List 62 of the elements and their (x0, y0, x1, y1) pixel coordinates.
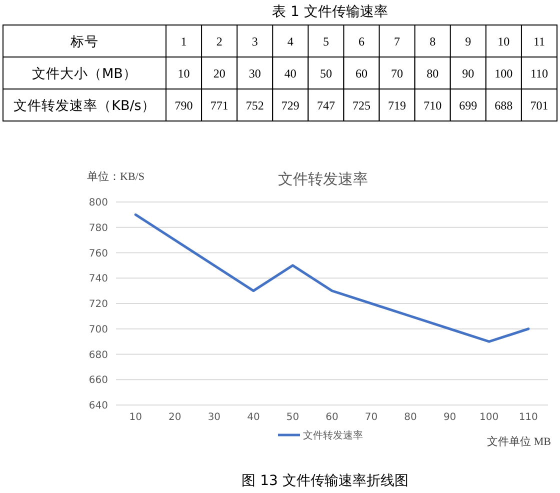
x-tick-label: 70 (364, 412, 378, 423)
y-axis-title: 单位：KB/S (87, 170, 144, 183)
x-tick-label: 110 (518, 412, 538, 423)
data-label: 70 (391, 66, 404, 80)
data-label: 90 (462, 66, 474, 80)
y-tick-label: 文件大小（MB） (32, 66, 137, 82)
x-tick-label: 30 (208, 412, 221, 423)
y-tick-label: 740 (88, 274, 108, 285)
x-tick-label: 100 (480, 412, 499, 423)
data-label: 30 (248, 66, 261, 80)
y-tick-label: 640 (88, 400, 108, 412)
chart-title: 表 1 文件传输速率 (272, 4, 388, 20)
x-tick-label: 4 (287, 34, 294, 48)
data-label: 719 (388, 98, 406, 112)
data-label: 752 (246, 98, 264, 112)
x-tick-label: 6 (358, 34, 364, 48)
y-tick-label: 780 (88, 222, 108, 234)
x-tick-label: 20 (168, 412, 182, 423)
x-tick-label: 9 (465, 34, 472, 48)
data-label: 80 (426, 66, 439, 80)
x-tick-label: 8 (430, 34, 436, 48)
data-label: 725 (352, 98, 370, 112)
data-label: 110 (530, 66, 548, 80)
x-tick-label: 80 (404, 412, 417, 423)
data-label: 40 (284, 66, 296, 80)
x-axis-title: 标号 (70, 34, 98, 50)
data-label: 20 (213, 66, 226, 80)
data-label: 729 (281, 98, 300, 112)
x-tick-label: 40 (247, 412, 260, 423)
y-tick-label: 800 (88, 198, 108, 208)
x-tick-label: 60 (326, 412, 338, 423)
x-axis-title: 文件单位 MB (487, 435, 551, 448)
data-label: 688 (494, 98, 513, 112)
caption: 图 13 文件传输速率折线图 (242, 473, 408, 489)
x-tick-label: 11 (533, 34, 546, 48)
x-tick-label: 10 (129, 412, 142, 423)
x-tick-label: 1 (180, 34, 187, 48)
x-tick-label: 7 (394, 34, 400, 48)
x-tick-label: 5 (322, 34, 329, 48)
y-tick-label: 700 (88, 324, 108, 336)
data-label: 100 (494, 66, 513, 80)
data-label: 771 (210, 98, 228, 112)
data-label: 60 (356, 66, 368, 80)
x-tick-label: 10 (498, 34, 510, 48)
y-tick-label: 720 (88, 299, 108, 310)
data-label: 701 (530, 98, 548, 112)
data-label: 699 (459, 98, 478, 112)
y-tick-label: 文件转发速率（KB/s） (14, 98, 156, 114)
x-tick-label: 3 (252, 34, 258, 48)
chart-title: 文件转发速率 (278, 170, 368, 188)
data-label: 790 (174, 98, 193, 112)
y-tick-label: 760 (88, 248, 108, 260)
y-tick-label: 680 (88, 350, 108, 361)
x-tick-label: 50 (286, 412, 300, 423)
data-label: 747 (316, 98, 335, 112)
y-tick-label: 660 (88, 375, 108, 386)
data-label: 50 (320, 66, 332, 80)
x-tick-label: 2 (216, 34, 222, 48)
data-label: 710 (424, 98, 442, 112)
data-label: 10 (178, 66, 190, 80)
x-tick-label: 90 (443, 412, 456, 423)
legend-label: 文件转发速率 (303, 430, 363, 442)
